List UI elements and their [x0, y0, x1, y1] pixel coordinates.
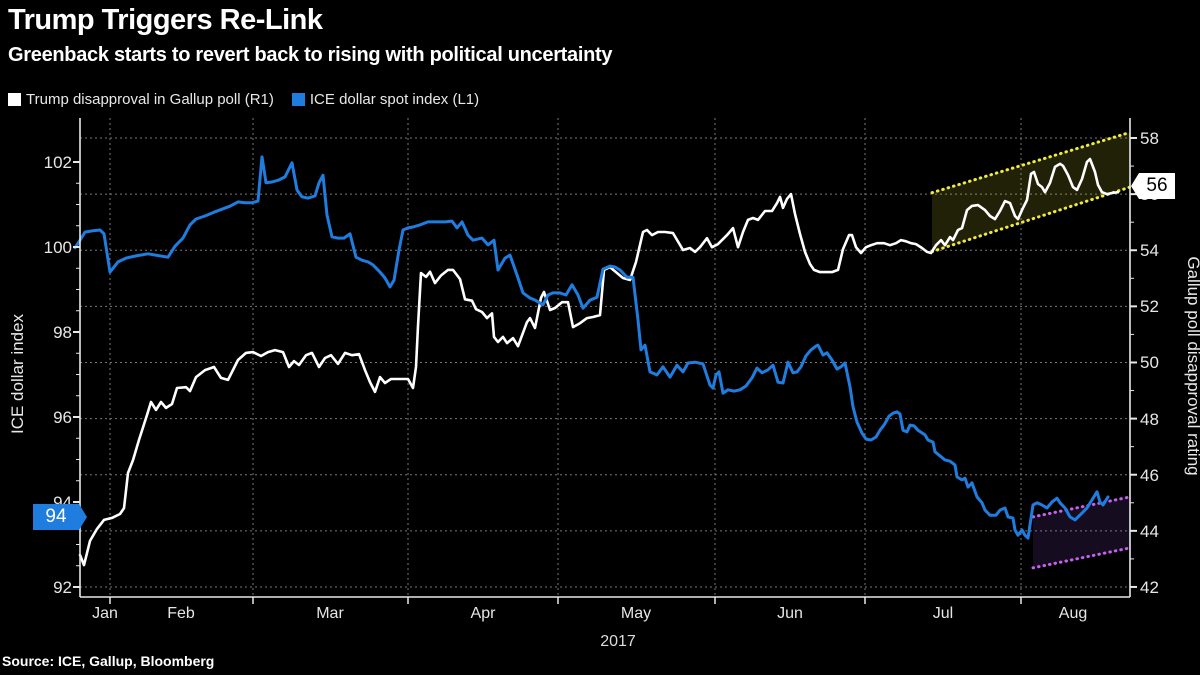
- right-axis-tick-label: 44: [1140, 521, 1159, 541]
- yellow-trend-channel-fill: [932, 132, 1130, 252]
- x-axis-month-label: May: [620, 605, 652, 622]
- last-price-badge-dollar: 94: [33, 504, 87, 530]
- series-line-gallup: [78, 157, 1120, 567]
- right-axis-title: Gallup poll disapproval rating: [1184, 256, 1200, 476]
- badge-arrow-right-icon: [79, 504, 87, 530]
- x-axis-year-label: 2017: [600, 633, 636, 650]
- x-axis-month-label: Jun: [777, 605, 803, 622]
- right-axis-tick-label: 50: [1140, 353, 1159, 373]
- series-line-dollar: [73, 155, 1110, 540]
- left-axis-tick-label: 100: [43, 238, 72, 257]
- x-axis-month-label: Aug: [1058, 605, 1088, 622]
- legend: Trump disapproval in Gallup poll (R1) IC…: [8, 91, 479, 108]
- legend-item-dollar[interactable]: ICE dollar spot index (L1): [291, 91, 480, 108]
- left-axis-tick-label: 96: [53, 408, 72, 427]
- x-axis-month-label: Apr: [470, 605, 496, 622]
- gallup-series-swatch-icon: [8, 93, 21, 106]
- left-axis-tick-label: 102: [43, 153, 72, 172]
- left-axis-tick-label: 92: [53, 578, 72, 597]
- x-axis-month-label: Mar: [316, 605, 344, 622]
- left-axis-title: ICE dollar index: [8, 314, 27, 435]
- legend-label-dollar: ICE dollar spot index (L1): [309, 91, 480, 108]
- legend-item-gallup[interactable]: Trump disapproval in Gallup poll (R1): [8, 91, 274, 108]
- right-axis-tick-label: 52: [1140, 297, 1159, 317]
- chart-subtitle: Greenback starts to revert back to risin…: [8, 44, 613, 66]
- last-price-badge-gallup: 56: [1131, 173, 1175, 199]
- x-axis-month-label: Jan: [92, 605, 118, 622]
- purple-trend-channel-fill: [1033, 496, 1130, 568]
- badge-arrow-left-icon: [1131, 173, 1139, 199]
- right-axis-tick-label: 48: [1140, 409, 1159, 429]
- x-axis-month-label: Feb: [167, 605, 195, 622]
- right-axis-tick-label: 46: [1140, 465, 1159, 485]
- source-attribution: Source: ICE, Gallup, Bloomberg: [2, 653, 215, 669]
- purple-trend-channel-lower: [1031, 546, 1132, 570]
- yellow-trend-channel-upper: [930, 130, 1132, 195]
- chart-title: Trump Triggers Re-Link: [8, 4, 323, 36]
- right-axis-tick-label: 42: [1140, 577, 1159, 597]
- left-axis-tick-label: 98: [53, 323, 72, 342]
- yellow-trend-channel-lower: [930, 185, 1132, 254]
- right-axis-tick-label: 54: [1140, 241, 1159, 261]
- dollar-series-swatch-icon: [291, 93, 305, 106]
- x-axis-month-label: Jul: [932, 605, 954, 622]
- right-axis-tick-label: 58: [1140, 129, 1159, 148]
- purple-trend-channel-upper: [1031, 495, 1132, 519]
- legend-label-gallup: Trump disapproval in Gallup poll (R1): [26, 91, 274, 108]
